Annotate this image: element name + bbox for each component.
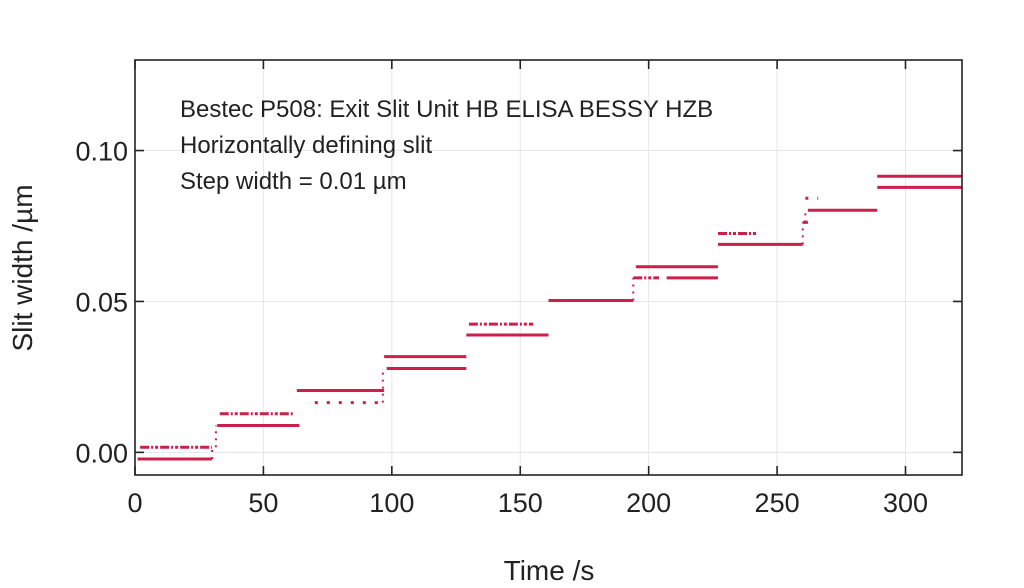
x-tick-labels: 0 50 100 150 200 250 300 (127, 488, 928, 518)
x-tick-label: 50 (248, 488, 278, 518)
x-tick-label: 100 (369, 488, 414, 518)
y-tick-labels: 0.00 0.05 0.10 (75, 137, 128, 469)
y-tick-label: 0.05 (75, 287, 128, 317)
axis-ticks (134, 60, 962, 475)
annotation-line-2: Horizontally defining slit (180, 132, 432, 159)
x-tick-label: 150 (498, 488, 543, 518)
y-axis-label: Slit width /µm (7, 184, 38, 351)
plot-frame (134, 59, 963, 476)
x-tick-label: 250 (755, 488, 800, 518)
x-axis-label: Time /s (504, 555, 595, 586)
annotation-line-1: Bestec P508: Exit Slit Unit HB ELISA BES… (180, 96, 713, 123)
y-tick-label: 0.10 (75, 137, 128, 167)
series-steps (137, 174, 962, 461)
annotation-line-3: Step width = 0.01 µm (180, 168, 407, 195)
y-tick-label: 0.00 (75, 438, 128, 468)
x-tick-label: 0 (127, 488, 142, 518)
annotation-block: Bestec P508: Exit Slit Unit HB ELISA BES… (180, 96, 713, 195)
x-tick-label: 300 (883, 488, 928, 518)
x-tick-label: 200 (626, 488, 671, 518)
